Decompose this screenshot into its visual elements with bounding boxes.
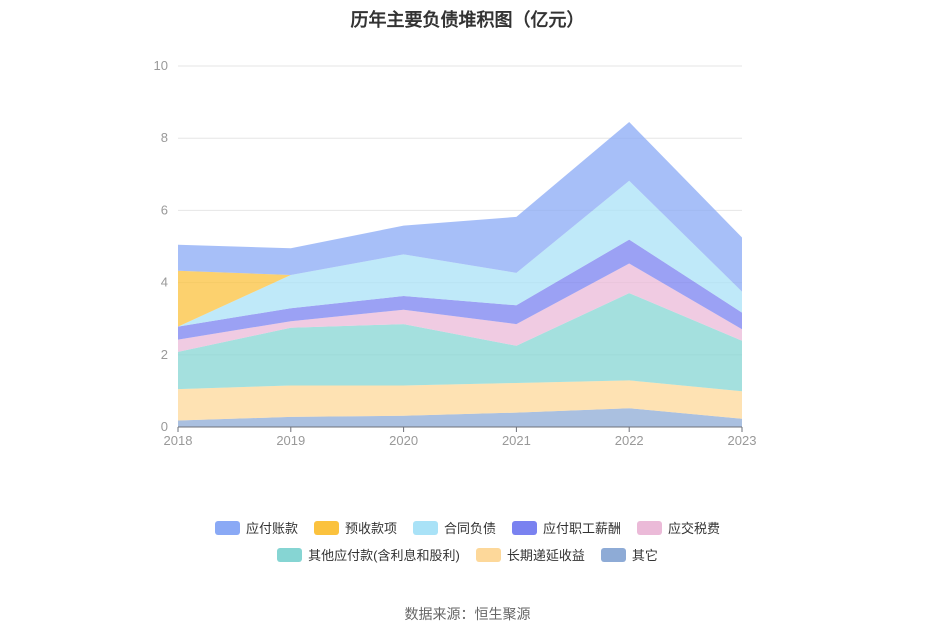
chart-legend: 应付账款 预收款项 合同负债 应付职工薪酬 应交税费其他应付款(含利息和股利) 长期递延收… — [0, 518, 935, 572]
legend-row: 应付账款 预收款项 合同负债 应付职工薪酬 应交税费 — [0, 518, 935, 537]
legend-item[interactable]: 应付职工薪酬 — [512, 518, 621, 537]
legend-item[interactable]: 其他应付款(含利息和股利) — [277, 545, 460, 564]
y-tick-label: 4 — [161, 275, 168, 290]
area-series — [178, 380, 742, 421]
area-series — [178, 239, 742, 340]
legend-item[interactable]: 预收款项 — [313, 518, 397, 537]
y-tick-label: 0 — [161, 419, 168, 434]
legend-swatch — [475, 547, 501, 562]
legend-swatch — [412, 520, 438, 535]
legend-swatch — [512, 520, 537, 535]
legend-item[interactable]: 应付账款 — [214, 518, 298, 537]
legend-swatch — [600, 547, 626, 562]
data-source-label: 数据来源：恒生聚源 — [404, 606, 531, 622]
legend-item[interactable]: 其它 — [600, 545, 658, 564]
legend-item[interactable]: 长期递延收益 — [475, 545, 585, 564]
area-series — [178, 293, 742, 392]
area-series — [178, 263, 742, 352]
area-series — [178, 122, 742, 292]
x-tick-label: 2018 — [164, 433, 193, 448]
legend-label: 预收款项 — [344, 521, 397, 536]
legend-label: 其他应付款(含利息和股利) — [308, 548, 460, 563]
x-tick-label: 2023 — [728, 433, 757, 448]
y-tick-label: 2 — [161, 347, 168, 362]
legend-swatch — [277, 547, 303, 562]
chart-title: 历年主要负债堆积图（亿元） — [350, 10, 585, 30]
y-tick-label: 10 — [154, 58, 168, 73]
x-tick-label: 2020 — [389, 433, 418, 448]
legend-row: 其他应付款(含利息和股利) 长期递延收益 其它 — [0, 545, 935, 564]
legend-swatch — [637, 520, 663, 535]
legend-label: 应交税费 — [668, 521, 721, 536]
legend-label: 其它 — [631, 548, 658, 563]
chart-plot-area: 0 2 4 6 8 10 2018 2019 2020 2021 2022 2023 — [154, 58, 757, 448]
legend-item[interactable]: 应交税费 — [637, 518, 720, 537]
x-tick-label: 2022 — [615, 433, 644, 448]
legend-item[interactable]: 合同负债 — [412, 518, 496, 537]
y-tick-label: 6 — [161, 202, 168, 217]
legend-label: 长期递延收益 — [506, 548, 585, 563]
x-tick-label: 2021 — [502, 433, 531, 448]
legend-swatch — [214, 520, 240, 535]
legend-label: 合同负债 — [443, 521, 496, 536]
legend-swatch — [313, 520, 339, 535]
x-tick-label: 2019 — [276, 433, 305, 448]
area-series — [178, 408, 742, 427]
area-series — [178, 180, 742, 327]
legend-label: 应付职工薪酬 — [543, 521, 622, 536]
legend-label: 应付账款 — [245, 521, 298, 536]
y-tick-label: 8 — [161, 130, 168, 145]
